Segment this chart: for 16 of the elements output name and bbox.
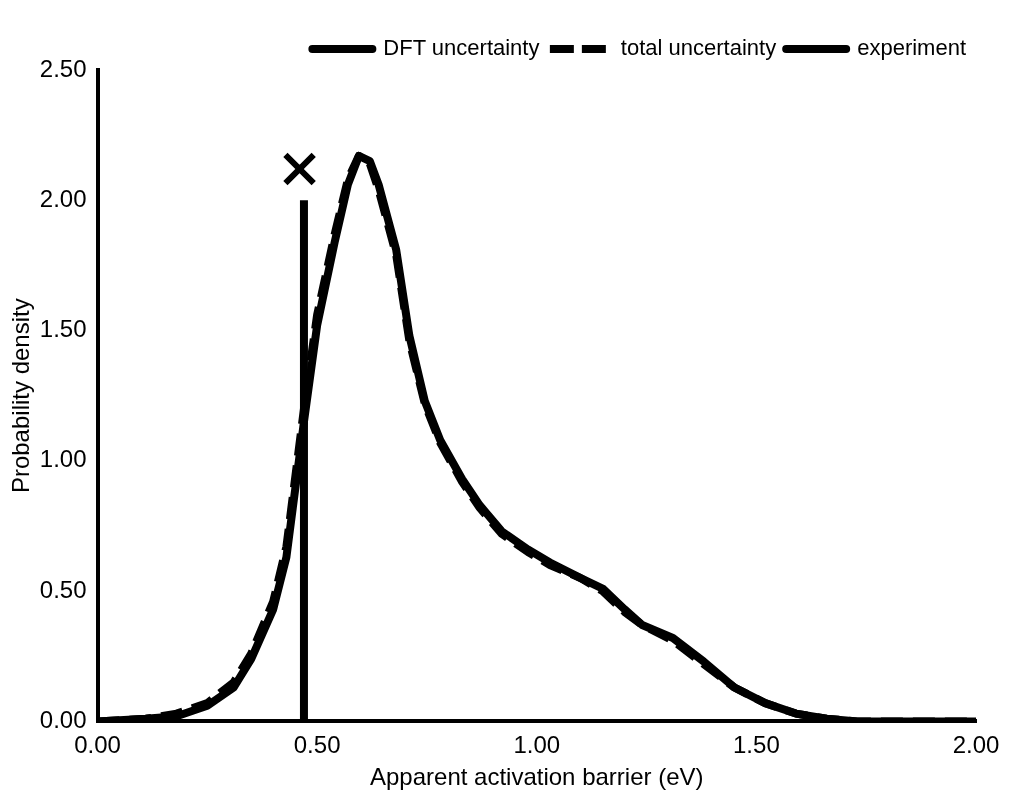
x-tick-label: 1.00 xyxy=(513,731,561,759)
legend-label: experiment xyxy=(857,35,967,61)
x-tick-label: 2.00 xyxy=(952,731,1000,759)
y-axis-title: Probability density xyxy=(7,298,35,494)
legend-label: DFT uncertainty xyxy=(383,35,540,61)
x-axis-title: Apparent activation barrier (eV) xyxy=(370,763,704,791)
y-tick-label: 0.50 xyxy=(39,575,87,603)
y-tick-label: 1.00 xyxy=(39,445,87,473)
x-tick-label: 0.50 xyxy=(293,731,341,759)
y-tick-label: 2.00 xyxy=(39,184,87,212)
x-tick-label: 0.00 xyxy=(74,731,121,759)
x-tick-label: 1.50 xyxy=(733,731,780,759)
legend-label: total uncertainty xyxy=(620,35,777,61)
y-tick-label: 2.50 xyxy=(39,54,87,82)
y-tick-label: 0.00 xyxy=(39,706,87,734)
y-tick-label: 1.50 xyxy=(39,315,87,343)
